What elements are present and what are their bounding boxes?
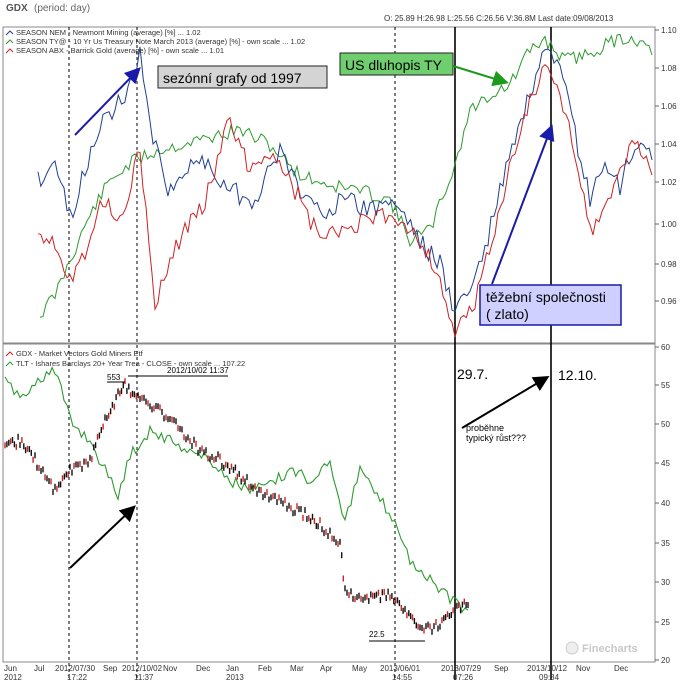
bottom-y-tick-label: 40	[661, 499, 670, 508]
seasonal-annotation: sezónní grafy od 1997	[163, 70, 302, 86]
chart-symbol: GDX	[6, 3, 28, 14]
top-y-tick-label: 1.00	[661, 220, 677, 229]
bottom-legend: GDX - Market Vectors Gold Miners EtfTLT …	[5, 349, 245, 368]
bottom-y-axis: 60 55 50 45 40 35 30 25 20	[655, 343, 670, 665]
x-tick-label: Apr	[320, 664, 333, 673]
miners-arrow	[491, 124, 555, 285]
legend-swatch-icon	[5, 30, 14, 36]
x-tick-label: Feb	[258, 664, 272, 673]
top-y-tick-label: 1.08	[661, 64, 677, 73]
question-line2: typický růst???	[466, 433, 526, 443]
legend-swatch-icon	[5, 48, 14, 54]
x-tick-label: Jul	[34, 664, 44, 673]
x-tick-label: 2012/10/02	[122, 664, 163, 673]
bottom-y-tick-label: 45	[661, 459, 670, 468]
peak-value-label: 553	[107, 373, 121, 382]
top-y-tick-label: 0.96	[661, 297, 677, 306]
bottom-y-tick-label: 30	[661, 578, 670, 587]
legend-entry: SEASON NEM - Newmont Mining (average) [%…	[16, 28, 201, 37]
watermark: Finecharts	[582, 643, 638, 655]
x-tick-label: Sep	[103, 664, 118, 673]
legend-entry: SEASON ABX - Barrick Gold (average) [%] …	[16, 46, 224, 55]
x-tick-sublabel: 2012	[4, 673, 22, 682]
x-tick-label: Mar	[290, 664, 304, 673]
date-label-2: 12.10.	[558, 367, 597, 383]
bottom-y-tick-label: 25	[661, 618, 670, 627]
bond-annotation: US dluhopis TY	[345, 57, 443, 73]
top-y-tick-label: 1.06	[661, 102, 677, 111]
legend-swatch-icon	[5, 39, 14, 45]
top-legend: SEASON NEM - Newmont Mining (average) [%…	[5, 28, 305, 55]
legend-swatch-icon	[5, 351, 14, 357]
bottom-y-tick-label: 50	[661, 420, 670, 429]
x-tick-label: Jan	[226, 664, 239, 673]
x-tick-sublabel: 14:55	[392, 673, 413, 682]
bottom-y-tick-label: 60	[661, 343, 670, 352]
top-y-tick-label: 0.98	[661, 260, 677, 269]
x-tick-label: Nov	[576, 664, 590, 673]
x-tick-label: 2013/10/12	[527, 664, 568, 673]
event-lines	[68, 27, 552, 680]
miners-annotation-line1: těžební společnosti	[486, 289, 606, 305]
chart-period: (period: day)	[34, 3, 90, 14]
tlt-arrow	[69, 505, 136, 569]
top-y-tick-label: 1.04	[661, 140, 677, 149]
x-tick-label: Jun	[4, 664, 17, 673]
bond-arrow	[452, 65, 509, 87]
x-tick-label: Nov	[163, 664, 177, 673]
x-tick-sublabel: 07:26	[453, 673, 474, 682]
x-tick-sublabel: 17:22	[67, 673, 88, 682]
bottom-y-tick-label: 20	[661, 656, 670, 665]
x-tick-sublabel: 2013	[226, 673, 244, 682]
x-tick-label: Dec	[196, 664, 210, 673]
x-tick-sublabel: 11:37	[134, 673, 154, 682]
x-tick-label: Dec	[614, 664, 628, 673]
ty-series-line	[39, 33, 653, 318]
miners-annotation-box	[479, 284, 622, 326]
seasonal-arrow	[74, 67, 141, 136]
bottom-panel-series	[4, 366, 469, 635]
x-tick-label: Sep	[494, 664, 509, 673]
x-tick-sublabel: 09:34	[539, 673, 560, 682]
legend-entry: SEASON TY@ - 10 Yr Us Treasury Note Marc…	[16, 37, 305, 46]
x-tick-label: 2013/06/01	[380, 664, 421, 673]
trend-arrow	[461, 375, 550, 429]
legend-entry: GDX - Market Vectors Gold Miners Etf	[16, 349, 144, 358]
bottom-y-tick-label: 35	[661, 539, 670, 548]
date-label-1: 29.7.	[457, 366, 488, 382]
x-tick-label: May	[352, 664, 367, 673]
finecharts-logo-icon	[565, 641, 579, 655]
legend-swatch-icon	[5, 361, 14, 367]
abx-series-line	[37, 64, 653, 338]
top-y-axis: 1.10 1.08 1.06 1.04 1.02 1.00 0.98 0.96	[655, 26, 677, 306]
nem-series-line	[37, 46, 653, 312]
x-tick-label: 2012/07/30	[55, 664, 96, 673]
seasonal-annotation-box	[157, 65, 328, 89]
question-line1: proběhne	[466, 423, 504, 433]
x-tick-label: 2013/07/29	[441, 664, 482, 673]
top-y-tick-label: 1.02	[661, 178, 677, 187]
bond-annotation-box	[339, 52, 454, 76]
miners-annotation-line2: ( zlato)	[486, 306, 529, 322]
legend-entry: TLT - Ishares Barclays 20+ Year Trea - C…	[16, 359, 245, 368]
peak-date-label: 2012/10/02 11:37	[167, 366, 229, 375]
ohlc-readout: O: 25.89 H:26.98 L:25.56 C:26.56 V:36.8M…	[384, 14, 614, 23]
top-panel-series	[37, 33, 653, 338]
bottom-panel-frame	[2, 343, 656, 663]
bottom-y-tick-label: 55	[661, 381, 670, 390]
top-y-tick-label: 1.10	[661, 26, 677, 35]
low-value-label: 22.5	[369, 630, 385, 639]
tlt-series-line	[4, 366, 469, 614]
